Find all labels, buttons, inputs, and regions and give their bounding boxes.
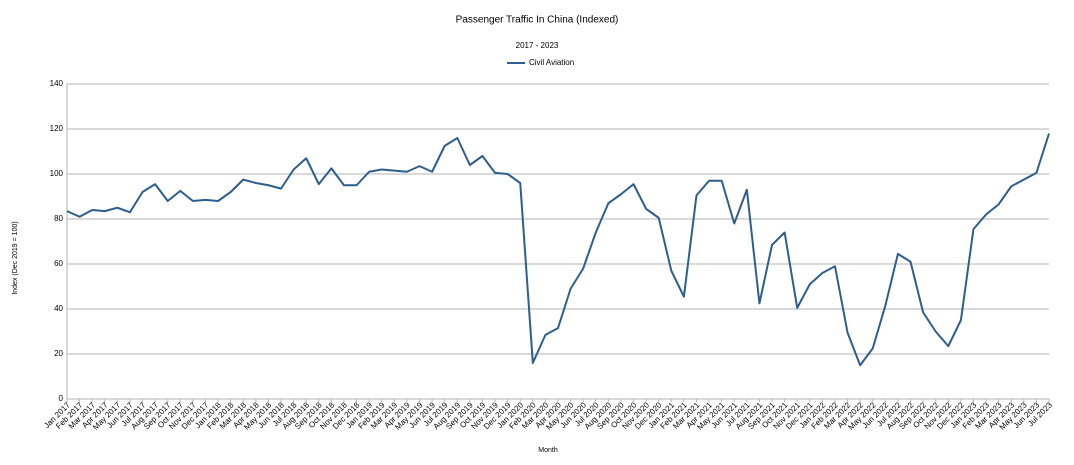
y-tick-label: 100 — [50, 169, 64, 178]
data-line — [66, 133, 1050, 367]
chart-subtitle: 2017 - 2023 — [516, 41, 559, 50]
y-tick-label: 20 — [54, 349, 63, 358]
y-axis-label: Index (Dec 2019 = 100) — [12, 221, 19, 294]
x-axis-label: Month — [538, 447, 558, 454]
y-tick-label: 0 — [59, 394, 64, 403]
y-tick-label: 80 — [54, 214, 63, 223]
chart-title: Passenger Traffic In China (Indexed) — [456, 15, 619, 26]
legend-label: Civil Aviation — [529, 58, 574, 67]
y-tick-label: 40 — [54, 304, 63, 313]
y-tick-label: 140 — [50, 79, 64, 88]
y-tick-label: 120 — [50, 124, 64, 133]
y-tick-label: 60 — [54, 259, 63, 268]
